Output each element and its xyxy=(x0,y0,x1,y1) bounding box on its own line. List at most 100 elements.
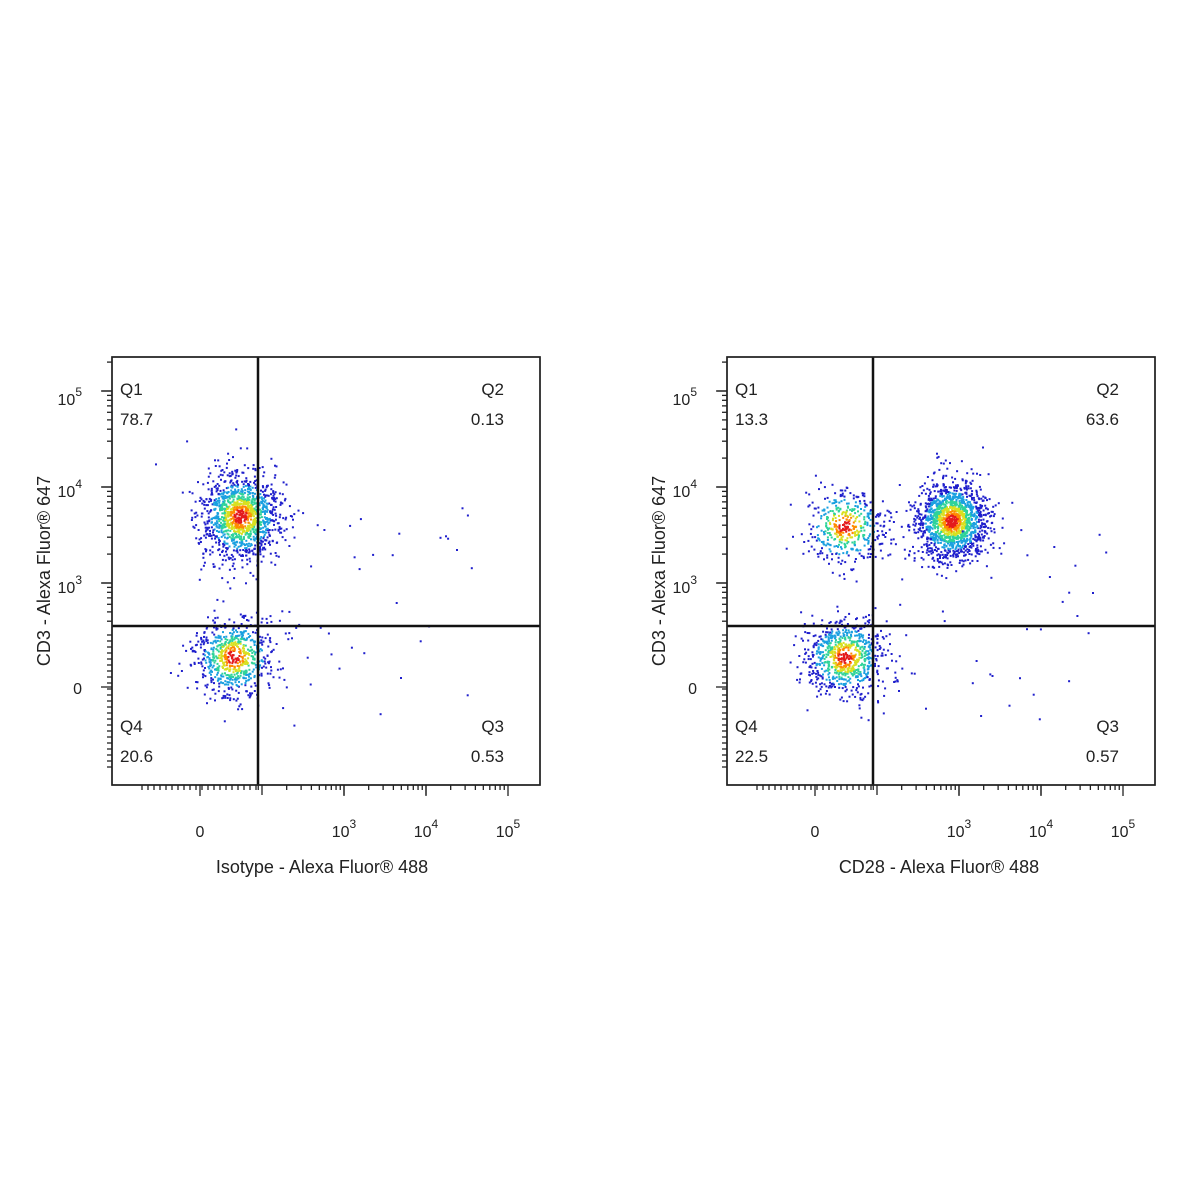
event-dot xyxy=(946,497,949,500)
event-dot xyxy=(253,517,256,520)
event-dot xyxy=(923,530,926,532)
event-dot xyxy=(822,542,825,545)
y-tick-label-1000: 103 xyxy=(58,573,83,597)
event-dot xyxy=(951,499,954,502)
event-dot xyxy=(952,554,955,557)
event-dot xyxy=(848,657,851,660)
event-dot xyxy=(950,521,953,524)
event-dot xyxy=(860,656,863,659)
event-dot xyxy=(844,528,847,530)
event-dot xyxy=(828,548,831,551)
event-dot xyxy=(868,621,870,624)
event-dot xyxy=(843,618,846,621)
event-dot xyxy=(246,563,249,566)
event-dot xyxy=(942,557,945,559)
event-dot xyxy=(955,545,958,548)
event-dot xyxy=(920,513,923,516)
event-dot xyxy=(811,536,814,539)
event-dot xyxy=(231,635,234,638)
event-dot xyxy=(266,633,269,636)
event-dot xyxy=(854,526,857,529)
event-dot xyxy=(807,505,810,508)
event-dot xyxy=(233,543,236,546)
event-dot xyxy=(213,508,216,511)
event-dot xyxy=(217,634,220,637)
event-dot xyxy=(961,514,964,517)
event-dot xyxy=(828,660,831,663)
event-dot xyxy=(840,536,843,539)
event-dot xyxy=(969,527,972,530)
event-dot xyxy=(843,529,846,531)
event-dot xyxy=(1053,546,1056,548)
event-dot xyxy=(226,474,229,477)
event-dot xyxy=(842,666,844,669)
event-dot xyxy=(230,537,233,540)
event-dot xyxy=(284,518,287,521)
event-dot xyxy=(820,638,823,641)
event-dot xyxy=(975,517,977,520)
event-dot xyxy=(953,542,956,545)
event-dot xyxy=(844,543,846,546)
event-dot xyxy=(918,517,921,520)
event-dot xyxy=(229,508,232,511)
event-dot xyxy=(866,664,869,667)
quadrant-value-q1: 78.7 xyxy=(120,410,153,429)
event-dot xyxy=(283,529,286,532)
event-dot xyxy=(863,544,866,547)
event-dot xyxy=(242,512,245,515)
event-dot xyxy=(214,617,217,620)
event-dot xyxy=(217,492,220,495)
event-dot xyxy=(1039,628,1042,631)
event-dot xyxy=(232,627,235,630)
event-dot xyxy=(945,474,948,477)
event-dot xyxy=(990,576,993,579)
event-dot xyxy=(231,629,234,631)
event-dot xyxy=(857,538,860,541)
event-dot xyxy=(229,699,232,702)
event-dot xyxy=(843,647,845,650)
event-dot xyxy=(920,519,923,522)
event-dot xyxy=(226,512,229,515)
event-dot xyxy=(251,652,254,654)
event-dot xyxy=(982,509,985,512)
event-dot xyxy=(881,500,884,503)
event-dot xyxy=(827,686,830,689)
event-dot xyxy=(980,550,983,553)
event-dot xyxy=(944,549,947,552)
event-dot xyxy=(943,534,946,537)
event-dot xyxy=(820,517,823,520)
event-dot xyxy=(234,508,237,511)
event-dot xyxy=(226,677,229,680)
event-dot xyxy=(939,490,942,493)
event-dot xyxy=(1008,704,1011,707)
event-dot xyxy=(844,685,847,688)
event-dot xyxy=(876,634,879,637)
event-dot xyxy=(247,498,250,501)
event-dot xyxy=(181,491,184,494)
event-dot xyxy=(863,643,866,645)
event-dot xyxy=(982,446,984,449)
event-dot xyxy=(953,534,956,537)
event-dot xyxy=(207,665,210,668)
event-dot xyxy=(865,653,868,656)
event-dot xyxy=(837,657,840,660)
event-dot xyxy=(946,493,949,496)
event-dot xyxy=(241,510,244,513)
event-dot xyxy=(226,674,229,676)
event-dot xyxy=(966,551,969,554)
event-dot xyxy=(240,521,243,524)
event-dot xyxy=(947,527,949,530)
event-dot xyxy=(961,565,964,568)
event-dot xyxy=(840,562,843,565)
event-dot xyxy=(214,503,217,506)
event-dot xyxy=(225,542,228,545)
event-dot xyxy=(853,664,855,667)
event-dot xyxy=(920,520,923,523)
event-dot xyxy=(839,643,842,646)
event-dot xyxy=(960,527,963,530)
event-dot xyxy=(863,502,866,505)
event-dot xyxy=(236,524,238,527)
event-dot xyxy=(1001,526,1004,529)
event-dot xyxy=(965,485,968,488)
event-dot xyxy=(828,521,831,524)
